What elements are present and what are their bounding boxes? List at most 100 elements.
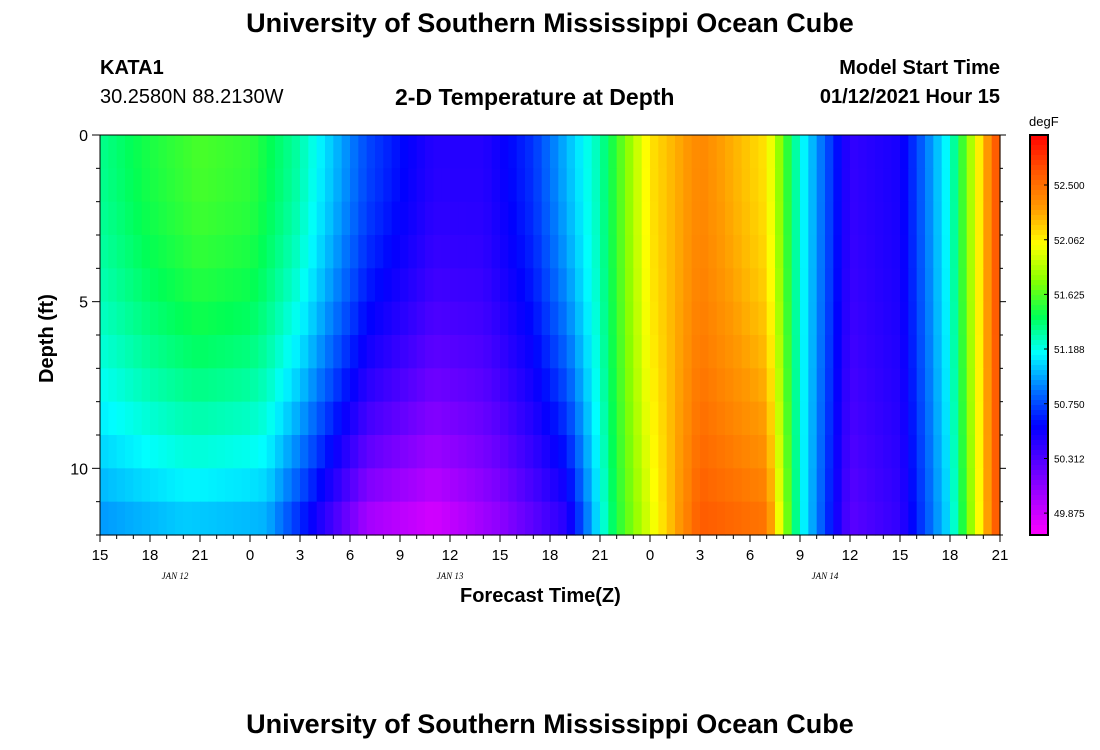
heatmap-cell (391, 435, 401, 469)
heatmap-cell (833, 235, 843, 269)
heatmap-cell (966, 468, 976, 503)
heatmap-cell (533, 401, 543, 436)
heatmap-cell (950, 501, 959, 536)
heatmap-cell (766, 135, 776, 169)
heatmap-cell (358, 168, 368, 203)
heatmap-cell (883, 301, 893, 336)
heatmap-cell (225, 335, 234, 369)
heatmap-cell (791, 268, 801, 303)
heatmap-cell (666, 235, 676, 269)
heatmap-cell (383, 301, 393, 336)
heatmap-cell (841, 301, 851, 336)
heatmap-cell (541, 401, 551, 436)
heatmap-cell (500, 135, 509, 169)
heatmap-cell (983, 435, 993, 469)
heatmap-cell (625, 435, 634, 469)
heatmap-cell (791, 335, 801, 369)
heatmap-cell (283, 368, 293, 403)
heatmap-cell (775, 368, 784, 403)
heatmap-cell (716, 435, 726, 469)
heatmap-cell (925, 501, 934, 536)
heatmap-cell (300, 201, 309, 236)
heatmap-cell (783, 268, 793, 303)
heatmap-cell (516, 401, 526, 436)
heatmap-cell (650, 501, 659, 536)
heatmap-cell (541, 335, 551, 369)
heatmap-cell (666, 401, 676, 436)
heatmap-cell (333, 368, 343, 403)
colorbar-segment (1030, 225, 1048, 231)
heatmap-cell (500, 268, 509, 303)
colorbar-tick-label: 51.188 (1054, 345, 1085, 356)
heatmap-cell (166, 168, 176, 203)
heatmap-cell (641, 135, 651, 169)
heatmap-cell (750, 201, 759, 236)
heatmap-cell (125, 501, 134, 536)
heatmap-cell (133, 401, 143, 436)
heatmap-cell (833, 368, 843, 403)
heatmap-cell (966, 501, 976, 536)
heatmap-cell (866, 501, 876, 536)
heatmap-cell (750, 268, 759, 303)
heatmap-cell (858, 268, 868, 303)
heatmap-cell (400, 468, 409, 503)
heatmap-cell (358, 368, 368, 403)
heatmap-cell (658, 201, 668, 236)
heatmap-cell (450, 168, 459, 203)
heatmap-cell (383, 135, 393, 169)
heatmap-cell (500, 435, 509, 469)
colorbar-segment (1030, 265, 1048, 271)
heatmap-cell (725, 435, 734, 469)
heatmap-cell (541, 368, 551, 403)
heatmap-cell (950, 168, 959, 203)
heatmap-cell (333, 301, 343, 336)
heatmap-cell (100, 368, 109, 403)
heatmap-cell (733, 435, 743, 469)
heatmap-cell (308, 235, 318, 269)
heatmap-cell (625, 135, 634, 169)
heatmap-cell (325, 135, 334, 169)
heatmap-cell (783, 301, 793, 336)
heatmap-cell (608, 335, 618, 369)
heatmap-cell (691, 268, 701, 303)
heatmap-cell (908, 268, 918, 303)
heatmap-cell (591, 468, 601, 503)
heatmap-cell (666, 301, 676, 336)
heatmap-cell (225, 168, 234, 203)
heatmap-cell (575, 235, 584, 269)
heatmap-cell (800, 368, 809, 403)
heatmap-cell (125, 468, 134, 503)
heatmap-cell (125, 235, 134, 269)
heatmap-cell (983, 468, 993, 503)
heatmap-cell (166, 335, 176, 369)
heatmap-cell (825, 401, 834, 436)
heatmap-cell (183, 435, 193, 469)
heatmap-cell (783, 435, 793, 469)
heatmap-cell (533, 135, 543, 169)
heatmap-cell (391, 135, 401, 169)
heatmap-cell (441, 268, 451, 303)
heatmap-cell (858, 368, 868, 403)
heatmap-cell (733, 135, 743, 169)
heatmap-cell (366, 301, 376, 336)
heatmap-cell (766, 168, 776, 203)
heatmap-cell (316, 501, 326, 536)
heatmap-cell (100, 168, 109, 203)
heatmap-cell (866, 435, 876, 469)
heatmap-cell (525, 401, 534, 436)
colorbar-segment (1030, 145, 1048, 151)
colorbar-segment (1030, 440, 1048, 446)
heatmap-cell (391, 501, 401, 536)
heatmap-cell (550, 168, 559, 203)
heatmap-cell (558, 501, 568, 536)
heatmap-cell (183, 368, 193, 403)
heatmap-cell (141, 135, 151, 169)
heatmap-cell (700, 168, 709, 203)
colorbar-segment (1030, 470, 1048, 476)
heatmap-cell (941, 301, 951, 336)
heatmap-cell (658, 168, 668, 203)
colorbar-segment (1030, 480, 1048, 486)
colorbar-segment (1030, 215, 1048, 221)
heatmap-cell (383, 168, 393, 203)
heatmap-cell (275, 235, 284, 269)
